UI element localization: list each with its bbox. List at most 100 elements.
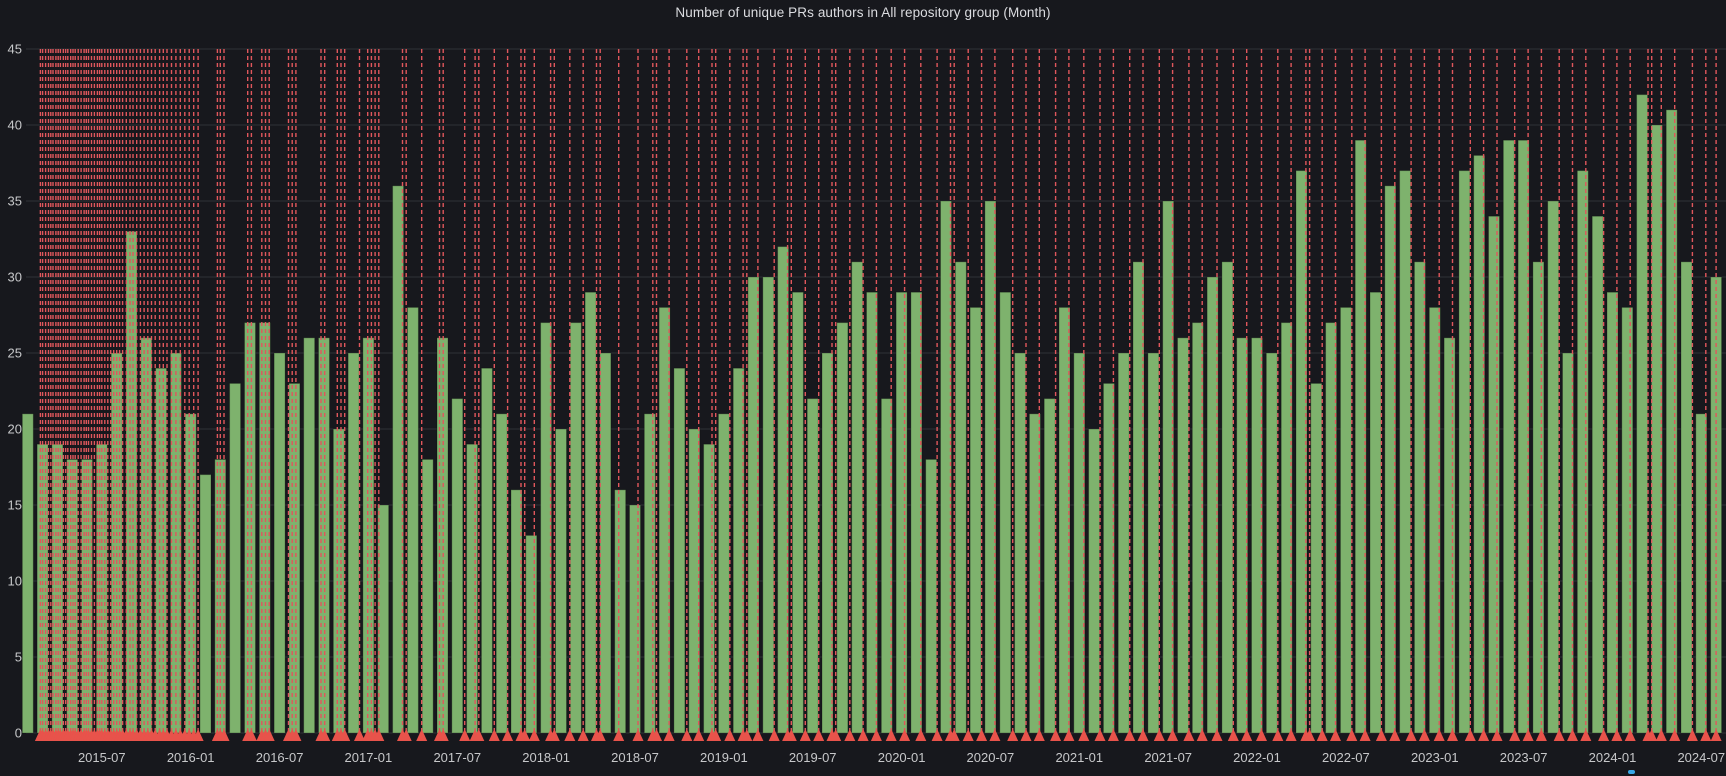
bar-2017-10[interactable]: 2017-10: 21 bbox=[495, 413, 508, 734]
bar-2016-05[interactable]: 2016-05: 27 bbox=[244, 322, 256, 734]
bar-2019-08[interactable]: 2019-08: 25 bbox=[821, 352, 834, 734]
bar-2016-07[interactable]: 2016-07: 25 bbox=[273, 352, 286, 734]
bar-2023-07[interactable]: 2023-07: 39 bbox=[1517, 139, 1530, 734]
bar-2020-04[interactable]: 2020-04: 35 bbox=[940, 200, 952, 734]
annotation-marker-icon[interactable] bbox=[437, 729, 449, 741]
bar-2020-11[interactable]: 2020-11: 22 bbox=[1043, 398, 1056, 734]
bar-2017-12[interactable]: 2017-12: 13 bbox=[525, 534, 538, 734]
bar-2020-08[interactable]: 2020-08: 29 bbox=[999, 291, 1012, 734]
panel-title[interactable]: Number of unique PRs authors in All repo… bbox=[675, 5, 1051, 20]
bar-2019-04[interactable]: 2019-04: 30 bbox=[762, 276, 775, 734]
annotation-marker-icon[interactable] bbox=[1227, 729, 1239, 741]
annotation-marker-icon[interactable] bbox=[1107, 729, 1119, 741]
annotation-marker-icon[interactable] bbox=[339, 729, 351, 741]
bar-2019-02[interactable]: 2019-02: 24 bbox=[732, 367, 745, 734]
bar-2022-03[interactable]: 2022-03: 27 bbox=[1280, 322, 1293, 734]
bar-2023-11[interactable]: 2023-11: 37 bbox=[1576, 170, 1589, 734]
bar-2017-02[interactable]: 2017-02: 15 bbox=[377, 504, 390, 734]
annotation-marker-icon[interactable] bbox=[319, 729, 331, 741]
bar-2019-12[interactable]: 2019-12: 22 bbox=[880, 398, 893, 734]
annotation-marker-icon[interactable] bbox=[1611, 729, 1623, 741]
bar-2023-08[interactable]: 2023-08: 31 bbox=[1532, 261, 1545, 734]
bar-2023-03[interactable]: 2023-03: 37 bbox=[1458, 170, 1471, 734]
bar-2016-12[interactable]: 2016-12: 25 bbox=[347, 352, 360, 734]
annotation-marker-icon[interactable] bbox=[594, 729, 606, 741]
annotation-marker-icon[interactable] bbox=[1050, 729, 1062, 741]
annotation-marker-icon[interactable] bbox=[1624, 729, 1636, 741]
bar-2019-11[interactable]: 2019-11: 29 bbox=[866, 291, 878, 734]
annotation-marker-icon[interactable] bbox=[373, 729, 385, 741]
annotation-marker-icon[interactable] bbox=[1241, 729, 1253, 741]
bar-2024-06[interactable]: 2024-06: 31 bbox=[1680, 261, 1693, 734]
bar-2019-09[interactable]: 2019-09: 27 bbox=[836, 322, 849, 734]
annotation-marker-icon[interactable] bbox=[813, 729, 825, 741]
bar-2024-01[interactable]: 2024-01: 29 bbox=[1606, 291, 1619, 734]
bar-2021-11[interactable]: 2021-11: 31 bbox=[1221, 261, 1234, 734]
annotation-marker-icon[interactable] bbox=[290, 729, 302, 741]
bar-2022-10[interactable]: 2022-10: 36 bbox=[1384, 185, 1397, 734]
annotation-marker-icon[interactable] bbox=[1669, 729, 1681, 741]
annotation-marker-icon[interactable] bbox=[1405, 729, 1417, 741]
bar-2021-01[interactable]: 2021-01: 25 bbox=[1073, 352, 1086, 734]
annotation-marker-icon[interactable] bbox=[1509, 729, 1521, 741]
bar-2017-05[interactable]: 2017-05: 18 bbox=[421, 458, 434, 734]
annotation-marker-icon[interactable] bbox=[1167, 729, 1179, 741]
bar-2021-07[interactable]: 2021-07: 35 bbox=[1162, 200, 1175, 734]
bar-2019-06[interactable]: 2019-06: 29 bbox=[791, 291, 804, 734]
annotation-marker-icon[interactable] bbox=[218, 729, 230, 741]
bar-2021-05[interactable]: 2021-05: 31 bbox=[1132, 261, 1145, 734]
annotation-marker-icon[interactable] bbox=[1710, 729, 1722, 741]
bar-2018-11[interactable]: 2018-11: 20 bbox=[688, 428, 701, 734]
annotation-marker-icon[interactable] bbox=[354, 729, 365, 741]
annotation-marker-icon[interactable] bbox=[710, 729, 722, 741]
annotation-marker-icon[interactable] bbox=[752, 729, 764, 741]
bar-2022-06[interactable]: 2022-06: 27 bbox=[1325, 322, 1338, 734]
bar-2024-07[interactable]: 2024-07: 21 bbox=[1695, 413, 1708, 734]
bar-2017-11[interactable]: 2017-11: 16 bbox=[510, 489, 523, 734]
annotation-marker-icon[interactable] bbox=[488, 729, 500, 741]
bar-2016-11[interactable]: 2016-11: 20 bbox=[332, 428, 345, 734]
annotation-marker-icon[interactable] bbox=[1153, 729, 1165, 741]
annotation-marker-icon[interactable] bbox=[613, 729, 625, 741]
annotation-marker-icon[interactable] bbox=[1567, 729, 1578, 741]
annotation-marker-icon[interactable] bbox=[830, 729, 842, 741]
annotation-marker-icon[interactable] bbox=[519, 729, 531, 741]
annotation-marker-icon[interactable] bbox=[693, 729, 705, 741]
annotation-marker-icon[interactable] bbox=[1464, 729, 1476, 741]
annotation-marker-icon[interactable] bbox=[548, 729, 560, 741]
bar-2018-02[interactable]: 2018-02: 20 bbox=[555, 428, 567, 734]
bar-2023-05[interactable]: 2023-05: 34 bbox=[1488, 215, 1500, 734]
annotation-marker-icon[interactable] bbox=[1478, 729, 1490, 741]
annotation-marker-icon[interactable] bbox=[1196, 729, 1208, 741]
annotation-marker-icon[interactable] bbox=[931, 729, 943, 741]
bar-2016-01[interactable]: 2016-01: 21 bbox=[184, 413, 197, 734]
bar-2020-02[interactable]: 2020-02: 29 bbox=[910, 291, 923, 734]
bar-2015-09[interactable]: 2015-09: 33 bbox=[125, 230, 138, 734]
annotation-marker-icon[interactable] bbox=[192, 729, 204, 741]
bar-2023-01[interactable]: 2023-01: 28 bbox=[1428, 306, 1441, 734]
annotation-marker-icon[interactable] bbox=[1655, 729, 1667, 741]
bar-2017-04[interactable]: 2017-04: 28 bbox=[406, 306, 419, 734]
bar-2022-01[interactable]: 2022-01: 26 bbox=[1251, 337, 1263, 734]
bar-2022-08[interactable]: 2022-08: 39 bbox=[1354, 139, 1367, 734]
annotation-marker-icon[interactable] bbox=[577, 729, 589, 741]
bar-2019-10[interactable]: 2019-10: 31 bbox=[851, 261, 864, 734]
bar-2023-12[interactable]: 2023-12: 34 bbox=[1591, 215, 1604, 734]
bar-2022-11[interactable]: 2022-11: 37 bbox=[1399, 170, 1412, 734]
annotation-marker-icon[interactable] bbox=[1211, 729, 1223, 741]
annotation-marker-icon[interactable] bbox=[1063, 729, 1075, 741]
bar-2016-04[interactable]: 2016-04: 23 bbox=[229, 382, 242, 734]
annotation-marker-icon[interactable] bbox=[1580, 729, 1592, 741]
bar-2019-05[interactable]: 2019-05: 32 bbox=[777, 246, 790, 734]
bar-2023-09[interactable]: 2023-09: 35 bbox=[1547, 200, 1560, 734]
annotation-marker-icon[interactable] bbox=[976, 729, 988, 741]
bar-2017-09[interactable]: 2017-09: 24 bbox=[480, 367, 493, 734]
annotation-marker-icon[interactable] bbox=[1124, 729, 1136, 741]
bar-2020-07[interactable]: 2020-07: 35 bbox=[984, 200, 997, 734]
bar-2021-04[interactable]: 2021-04: 25 bbox=[1117, 352, 1130, 734]
bar-2018-06[interactable]: 2018-06: 16 bbox=[614, 489, 627, 734]
bar-2018-08[interactable]: 2018-08: 21 bbox=[643, 413, 656, 734]
annotation-marker-icon[interactable] bbox=[1375, 729, 1387, 741]
bar-2023-10[interactable]: 2023-10: 25 bbox=[1562, 352, 1574, 734]
annotation-marker-icon[interactable] bbox=[1491, 729, 1503, 741]
